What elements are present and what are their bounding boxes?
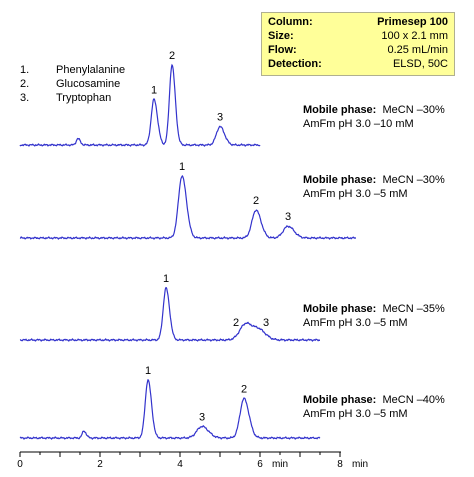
peak-label: 3 — [285, 211, 291, 223]
time-axis: 0 2 4 6 8 min min — [17, 451, 368, 470]
mobile-phase-label: Mobile phase: — [303, 174, 377, 186]
x-tick-label: 4 — [177, 459, 183, 470]
legend-number: 1. — [20, 64, 30, 76]
x-tick-label: 8 — [337, 459, 343, 470]
peak-label: 3 — [199, 411, 205, 423]
legend-number: 2. — [20, 78, 30, 90]
info-row-size: Size: 100 x 2.1 mm — [268, 30, 448, 43]
peak-label: 1 — [179, 161, 185, 173]
info-label: Column: — [268, 16, 313, 28]
legend-name: Glucosamine — [56, 78, 121, 90]
legend-name: Tryptophan — [56, 92, 112, 104]
info-label: Flow: — [268, 44, 297, 56]
column-info-box: Column: Primesep 100 Size: 100 x 2.1 mm … — [261, 12, 455, 76]
buffer-text: AmFm pH 3.0 –5 mM — [303, 317, 408, 329]
buffer-text: AmFm pH 3.0 –10 mM — [303, 118, 414, 130]
buffer-text: AmFm pH 3.0 –5 mM — [303, 188, 408, 200]
legend-number: 3. — [20, 92, 30, 104]
condition-panel-4: Mobile phase: MeCN –40% AmFm pH 3.0 –5 m… — [303, 393, 445, 421]
peak-label: 1 — [151, 84, 157, 96]
info-row-flow: Flow: 0.25 mL/min — [268, 44, 448, 57]
condition-panel-3: Mobile phase: MeCN –35% AmFm pH 3.0 –5 m… — [303, 302, 445, 330]
traces-group — [19, 63, 356, 440]
info-label: Detection: — [268, 58, 322, 70]
info-value: 0.25 mL/min — [387, 44, 448, 56]
buffer-text: AmFm pH 3.0 –5 mM — [303, 408, 408, 420]
peak-labels-group: 1 2 3 1 2 3 1 2 3 1 3 2 — [145, 50, 291, 423]
peak-label: 3 — [263, 317, 269, 329]
peak-label: 2 — [241, 384, 247, 396]
peak-label: 3 — [217, 112, 223, 124]
condition-panel-2: Mobile phase: MeCN –30% AmFm pH 3.0 –5 m… — [303, 173, 445, 201]
info-row-detection: Detection: ELSD, 50C — [268, 58, 448, 71]
peak-label: 1 — [145, 365, 151, 377]
x-tick-label: 6 — [257, 459, 263, 470]
mobile-phase-label: Mobile phase: — [303, 394, 377, 406]
mobile-phase-value: MeCN –35% — [382, 303, 445, 315]
info-value: Primesep 100 — [377, 16, 448, 28]
chromatogram-trace-2 — [19, 175, 356, 240]
peak-label: 1 — [163, 273, 169, 285]
chromatogram-trace-4 — [19, 378, 321, 440]
chromatogram-trace-3 — [19, 286, 321, 342]
mobile-phase-value: MeCN –30% — [382, 104, 445, 116]
peak-label: 2 — [169, 50, 175, 62]
info-value: 100 x 2.1 mm — [381, 30, 448, 42]
x-tick-label: 2 — [97, 459, 103, 470]
mobile-phase-value: MeCN –30% — [382, 174, 445, 186]
peak-label: 2 — [253, 195, 259, 207]
x-tick-label: 0 — [17, 459, 23, 470]
chromatogram-trace-1 — [19, 63, 261, 147]
peak-label: 2 — [233, 317, 239, 329]
mobile-phase-label: Mobile phase: — [303, 303, 377, 315]
legend-name: Phenylalanine — [56, 64, 126, 76]
mobile-phase-label: Mobile phase: — [303, 104, 377, 116]
info-label: Size: — [268, 30, 294, 42]
x-unit-label: min — [272, 459, 288, 470]
x-unit-label: min — [352, 459, 368, 470]
info-row-column: Column: Primesep 100 — [268, 16, 448, 29]
mobile-phase-value: MeCN –40% — [382, 394, 445, 406]
condition-panel-1: Mobile phase: MeCN –30% AmFm pH 3.0 –10 … — [303, 103, 445, 131]
info-value: ELSD, 50C — [392, 58, 448, 70]
